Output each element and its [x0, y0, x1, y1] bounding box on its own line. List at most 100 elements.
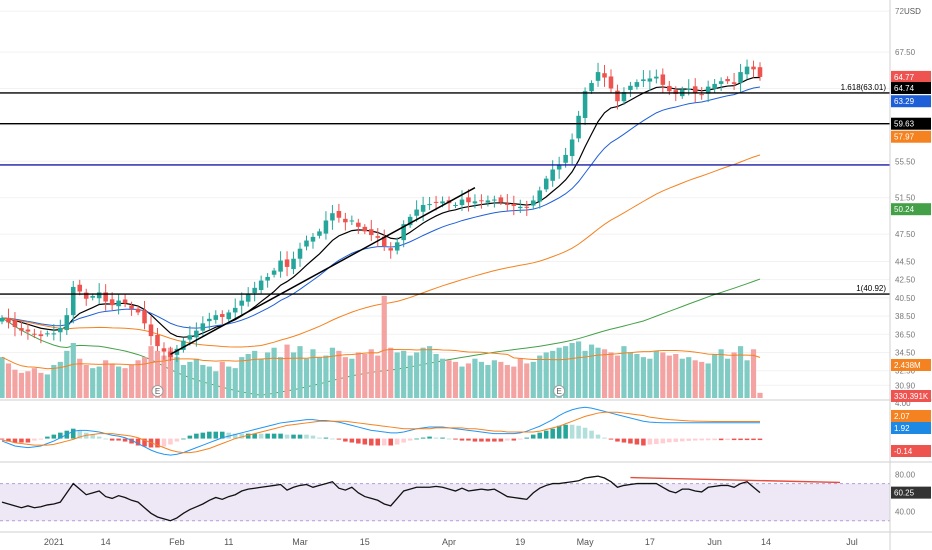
earnings-marker[interactable]	[553, 385, 566, 397]
candle-body[interactable]	[628, 85, 633, 90]
candle-body[interactable]	[317, 231, 322, 236]
candle-body[interactable]	[569, 139, 575, 157]
candle-body[interactable]	[537, 190, 542, 202]
candle-body[interactable]	[291, 258, 296, 270]
candle-body[interactable]	[239, 300, 244, 306]
candle-body[interactable]	[103, 292, 108, 302]
candle-body[interactable]	[278, 260, 283, 272]
trendline[interactable]	[170, 187, 476, 355]
candle-body[interactable]	[718, 81, 724, 84]
candle-body[interactable]	[64, 315, 70, 331]
candle-body[interactable]	[122, 299, 128, 304]
candle-body[interactable]	[226, 312, 232, 320]
candle-body[interactable]	[181, 340, 186, 350]
candle-body[interactable]	[530, 200, 536, 206]
candle-body[interactable]	[744, 66, 750, 75]
candle-body[interactable]	[213, 315, 219, 320]
candle-body[interactable]	[511, 203, 517, 206]
candle-body[interactable]	[673, 90, 679, 94]
candle-body[interactable]	[310, 236, 316, 242]
candle-body[interactable]	[621, 92, 627, 102]
candle-body[interactable]	[466, 197, 471, 203]
candle-body[interactable]	[304, 240, 309, 247]
candle-body[interactable]	[232, 307, 238, 313]
candle-body[interactable]	[252, 287, 257, 294]
candle-body[interactable]	[427, 204, 432, 206]
candle-body[interactable]	[161, 348, 167, 352]
candle-body[interactable]	[70, 286, 76, 316]
candle-body[interactable]	[375, 236, 381, 238]
candle-body[interactable]	[738, 72, 743, 83]
candle-body[interactable]	[271, 270, 277, 275]
candle-body[interactable]	[142, 310, 147, 324]
horizontal-levels[interactable]: 1.618(63.01) 1(40.92)	[0, 83, 890, 295]
candle-body[interactable]	[77, 284, 83, 292]
candle-body[interactable]	[6, 317, 11, 323]
price-axis[interactable]: 7267.5063.5059.5055.5051.5047.5044.5042.…	[895, 7, 916, 390]
candle-body[interactable]	[258, 280, 264, 291]
candle-body[interactable]	[725, 79, 730, 82]
trendlines[interactable]	[170, 187, 476, 355]
candle-body[interactable]	[265, 276, 270, 281]
candle-body[interactable]	[116, 300, 121, 307]
candle-body[interactable]	[401, 224, 406, 241]
candle-body[interactable]	[0, 317, 5, 322]
candle-body[interactable]	[556, 164, 562, 170]
candle-body[interactable]	[174, 348, 180, 355]
candle-body[interactable]	[129, 305, 134, 309]
candle-body[interactable]	[284, 259, 290, 267]
candle-body[interactable]	[453, 205, 458, 207]
candle-body[interactable]	[330, 213, 335, 221]
candle-body[interactable]	[582, 91, 588, 118]
candle-body[interactable]	[543, 178, 549, 190]
candle-body[interactable]	[576, 115, 581, 139]
candle-body[interactable]	[12, 320, 18, 327]
candle-body[interactable]	[608, 76, 614, 89]
candle-body[interactable]	[96, 292, 102, 299]
candle-body[interactable]	[194, 330, 199, 338]
candle-body[interactable]	[524, 206, 530, 208]
candle-body[interactable]	[634, 82, 640, 87]
candle-body[interactable]	[381, 236, 387, 246]
candle-body[interactable]	[187, 335, 193, 340]
candle-body[interactable]	[505, 203, 510, 206]
candle-body[interactable]	[109, 299, 115, 306]
candle-body[interactable]	[660, 74, 666, 85]
candle-body[interactable]	[245, 294, 251, 302]
earnings-marker[interactable]	[151, 385, 164, 397]
candle-body[interactable]	[135, 308, 141, 313]
candle-body[interactable]	[349, 220, 355, 222]
candle-body[interactable]	[615, 90, 620, 102]
candle-body[interactable]	[492, 199, 497, 201]
candle-body[interactable]	[751, 66, 756, 70]
time-axis[interactable]: 2021 14 Feb 11 Mar 15 Apr 19 May 17 Jun 14 Jul	[44, 537, 858, 547]
candle-body[interactable]	[641, 79, 646, 82]
candle-body[interactable]	[485, 200, 491, 203]
candle-body[interactable]	[595, 72, 601, 81]
candle-body[interactable]	[58, 327, 63, 333]
candle-body[interactable]	[472, 201, 478, 204]
candle-body[interactable]	[220, 314, 225, 317]
candle-body[interactable]	[297, 248, 303, 259]
candle-body[interactable]	[336, 211, 342, 218]
candle-body[interactable]	[90, 296, 95, 298]
candle-body[interactable]	[699, 94, 704, 96]
candle-body[interactable]	[38, 334, 44, 337]
candle-body[interactable]	[602, 73, 607, 78]
candle-body[interactable]	[45, 333, 50, 335]
candle-body[interactable]	[25, 329, 31, 332]
candle-body[interactable]	[647, 78, 653, 82]
candle-body[interactable]	[200, 323, 206, 331]
candle-body[interactable]	[362, 226, 368, 232]
candle-body[interactable]	[433, 201, 439, 203]
candle-body[interactable]	[667, 85, 672, 92]
candle-body[interactable]	[712, 83, 717, 89]
candle-body[interactable]	[705, 86, 711, 94]
candle-body[interactable]	[148, 324, 154, 337]
candle-body[interactable]	[388, 248, 393, 251]
candle-body[interactable]	[550, 169, 555, 181]
candle-body[interactable]	[563, 154, 568, 163]
candle-body[interactable]	[19, 328, 24, 331]
candle-body[interactable]	[83, 292, 89, 299]
